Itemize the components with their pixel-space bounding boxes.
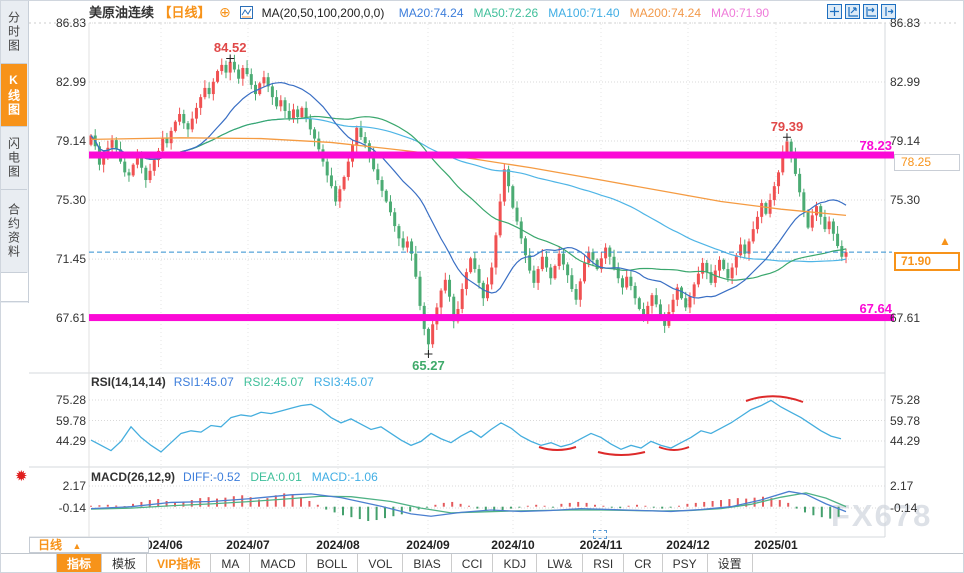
ma-legend-value: MA100:71.40 [548,6,620,20]
watermark: FX678 [831,498,933,533]
toolbar-item-BOLL[interactable]: BOLL [307,554,359,572]
rsi-axis-label: 44.29 [890,433,921,448]
sidebar-item-1[interactable]: 分时图 [1,1,27,64]
rsi-axis-label: 59.78 [890,413,921,428]
toolbar-item-VOL[interactable]: VOL [358,554,404,572]
rsi-axis-label: 75.28 [890,393,921,407]
period-selector[interactable]: 日线 ▲ [29,537,149,553]
x-axis-month-label: 2024/08 [316,538,360,552]
indicator-value: RSI3:45.07 [313,375,374,389]
indicator-value: RSI1:45.07 [173,375,234,389]
price-axis-label: 75.30 [890,192,921,207]
toolbar-item-设置[interactable]: 设置 [708,554,753,572]
price-axis-label: 67.61 [55,311,86,326]
indicator-value: DEA:0.01 [250,470,302,484]
ma-legend-value: MA50:72.26 [473,6,539,20]
chart-header: 美原油连续 【日线】 ⊕ MA(20,50,100,200,0,0) MA20:… [89,1,769,23]
toolbar-item-KDJ[interactable]: KDJ [493,554,538,572]
ma-legend-value: MA200:74.24 [629,6,701,20]
sidebar-item-3[interactable]: 闪电图 [1,127,27,190]
x-axis-month-label: 2024/10 [491,538,535,552]
price-marker-label: 79.39 [770,119,804,135]
toolbar-item-PSY[interactable]: PSY [663,554,708,572]
macd-axis-label: 2.17 [62,479,86,494]
red-gear-icon[interactable]: ✹ [15,468,28,485]
price-axis-label: 86.83 [55,16,86,30]
sidebar-item-2[interactable]: K线图 [1,64,27,127]
rsi-legend: RSI1:45.07 RSI2:45.07 RSI3:45.07 [174,375,384,389]
symbol-name: 美原油连续 [89,5,155,20]
price-axis-label: 79.14 [890,134,921,149]
macd-axis-label: 2.17 [890,479,914,494]
ma-legend-value: MA0:71.90 [711,6,770,20]
price-axis-label: 67.61 [890,311,921,326]
x-axis-month-label: 2024/12 [666,538,710,552]
toolbar-item-CCI[interactable]: CCI [452,554,494,572]
rsi-title: RSI(14,14,14) [91,375,166,389]
indicator-value: MACD:-1.06 [311,470,378,484]
macd-axis-label: -0.14 [890,501,918,516]
rsi-axis-label: 44.29 [55,433,86,448]
toolbar-item-VIP指标[interactable]: VIP指标 [147,554,212,572]
rsi-axis-label: 75.28 [55,393,86,407]
circle-plus-icon[interactable]: ⊕ [218,4,231,20]
crosshair-icon[interactable] [827,4,842,19]
price-up-arrow-icon: ▲ [939,234,951,248]
rsi-axis-label: 59.78 [55,413,86,428]
axis-pan-icon[interactable] [863,4,878,19]
toolbar-item-CR[interactable]: CR [624,554,663,572]
axis-scale-icon[interactable] [845,4,860,19]
x-axis-month-label: 2024/07 [226,538,270,552]
macd-axis-label: -0.14 [58,501,86,516]
last-price-box: 71.90 [894,252,960,271]
sidebar: 分时图 K线图 闪电图 合约资料 [1,1,29,303]
price-axis-label: 82.99 [55,74,86,89]
indicator-value: RSI2:45.07 [243,375,304,389]
horizontal-line-price-label: 78.23 [859,138,892,153]
indicator-toolbar: 指标 模板 VIP指标 MA MACD BOLL VOL BIAS CCI KDJ LW& RSI CR… [1,553,963,572]
x-axis-month-label: 2024/11 [579,538,623,552]
horizontal-line-price-label: 67.64 [859,300,892,316]
ma-legend: MA20:74.24 MA50:72.26 MA100:71.40 MA200:74.… [389,4,769,21]
pane-shift-icon[interactable] [881,4,896,19]
price-axis-label: 71.45 [55,252,86,267]
x-axis-month-label: 2024/06 [139,538,183,552]
chart-tools [827,4,896,19]
toolbar-item-MA[interactable]: MA [211,554,251,572]
kline-chart-icon[interactable] [240,4,254,26]
x-axis-month-label: 2024/09 [406,538,450,552]
ma-settings-label: MA(20,50,100,200,0,0) [261,6,385,20]
x-axis-month-label: 2025/01 [754,538,798,552]
period-tag[interactable]: 【日线】 [158,5,211,20]
last-price-value: 71.90 [901,254,932,268]
ma-legend-value: MA20:74.24 [398,6,464,20]
triangle-up-icon: ▲ [72,541,82,551]
price-axis-label: 75.30 [55,192,86,207]
toolbar-item-BIAS[interactable]: BIAS [403,554,452,572]
price-marker-label: 65.27 [412,357,445,373]
level-price-value: 78.25 [901,155,932,169]
rsi-panel-header: RSI(14,14,14) RSI1:45.07 RSI2:45.07 RSI3:45… [91,375,384,389]
price-marker-label: 84.52 [213,40,247,56]
sidebar-tabs: 分时图 K线图 闪电图 合约资料 [1,1,28,273]
sidebar-item-4[interactable]: 合约资料 [1,190,27,273]
price-axis-label: 79.14 [55,134,86,149]
toolbar-item-LW&[interactable]: LW& [537,554,584,572]
macd-panel-header: MACD(26,12,9) DIFF:-0.52 DEA:0.01 MACD:-1.0… [91,470,388,484]
macd-legend: DIFF:-0.52 DEA:0.01 MACD:-1.06 [183,470,388,484]
toolbar-item-RSI[interactable]: RSI [583,554,625,572]
mini-selection-marker [593,530,607,539]
toolbar-item-指标[interactable]: 指标 [56,554,103,572]
period-label: 日线 [38,538,63,552]
toolbar-item-MACD[interactable]: MACD [250,554,307,572]
indicator-value: DIFF:-0.52 [183,470,241,484]
price-axis-label: 82.99 [890,74,921,89]
toolbar-item-模板[interactable]: 模板 [102,554,148,572]
level-price-box: 78.25 [894,154,960,171]
macd-title: MACD(26,12,9) [91,470,176,484]
sidebar-empty-box [1,273,28,302]
